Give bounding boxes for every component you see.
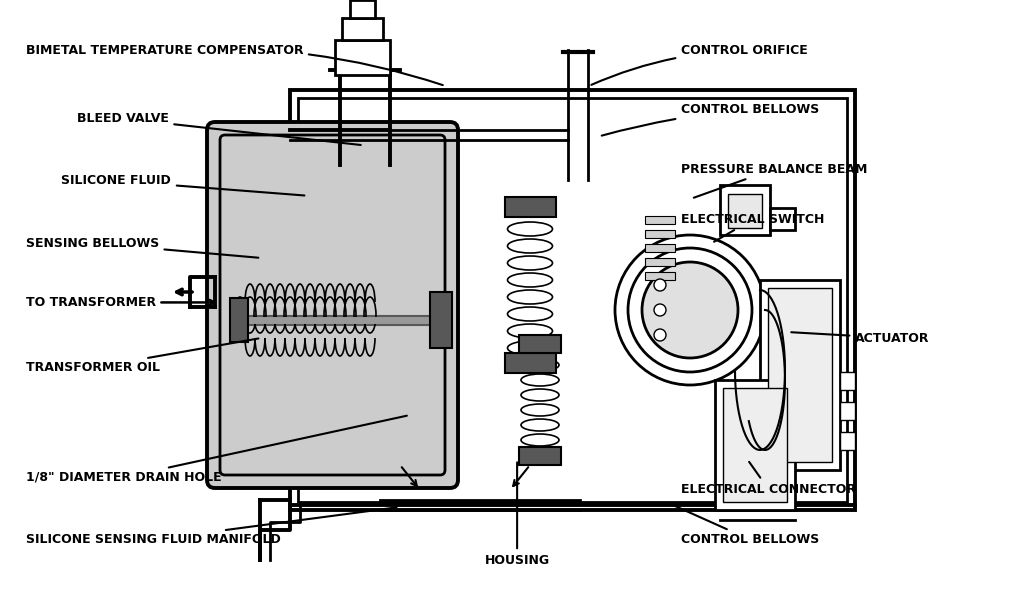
Circle shape: [654, 279, 666, 291]
Text: BIMETAL TEMPERATURE COMPENSATOR: BIMETAL TEMPERATURE COMPENSATOR: [26, 44, 442, 85]
Circle shape: [654, 304, 666, 316]
Bar: [505, 353, 556, 373]
Text: BLEED VALVE: BLEED VALVE: [77, 112, 360, 145]
Bar: [430, 292, 452, 348]
Text: SENSING BELLOWS: SENSING BELLOWS: [26, 237, 258, 258]
Bar: [519, 335, 561, 353]
FancyBboxPatch shape: [207, 122, 458, 488]
Bar: [290, 90, 855, 510]
Text: SILICONE SENSING FLUID MANIFOLD: SILICONE SENSING FLUID MANIFOLD: [26, 508, 396, 546]
Bar: [645, 258, 675, 266]
Bar: [723, 388, 787, 502]
Bar: [840, 402, 855, 420]
Bar: [728, 194, 762, 228]
Circle shape: [615, 235, 765, 385]
Text: SILICONE FLUID: SILICONE FLUID: [61, 174, 304, 196]
Bar: [335, 40, 390, 75]
Bar: [645, 272, 675, 280]
Bar: [645, 244, 675, 252]
Bar: [350, 0, 375, 18]
Text: TO TRANSFORMER: TO TRANSFORMER: [26, 296, 215, 309]
Bar: [342, 18, 383, 40]
Bar: [770, 208, 795, 230]
Bar: [715, 380, 795, 510]
Bar: [505, 197, 556, 217]
Bar: [768, 288, 831, 462]
Text: TRANSFORMER OIL: TRANSFORMER OIL: [26, 339, 258, 374]
Text: PRESSURE BALANCE BEAM: PRESSURE BALANCE BEAM: [681, 162, 867, 197]
Bar: [645, 230, 675, 238]
Bar: [720, 185, 770, 235]
Bar: [298, 98, 847, 502]
Text: ELECTRICAL CONNECTOR: ELECTRICAL CONNECTOR: [681, 462, 856, 496]
Text: ACTUATOR: ACTUATOR: [792, 331, 930, 345]
Circle shape: [628, 248, 752, 372]
Bar: [230, 298, 248, 342]
Circle shape: [654, 329, 666, 341]
Bar: [519, 447, 561, 465]
Text: 1/8" DIAMETER DRAIN HOLE: 1/8" DIAMETER DRAIN HOLE: [26, 416, 407, 484]
Circle shape: [642, 262, 738, 358]
Bar: [760, 280, 840, 470]
Text: CONTROL BELLOWS: CONTROL BELLOWS: [602, 103, 819, 136]
Text: HOUSING: HOUSING: [484, 463, 550, 567]
Bar: [840, 432, 855, 450]
Bar: [840, 372, 855, 390]
Bar: [645, 216, 675, 224]
Text: CONTROL ORIFICE: CONTROL ORIFICE: [591, 44, 808, 85]
FancyBboxPatch shape: [220, 135, 445, 475]
Text: CONTROL BELLOWS: CONTROL BELLOWS: [673, 505, 819, 546]
Text: ELECTRICAL SWITCH: ELECTRICAL SWITCH: [681, 213, 824, 242]
